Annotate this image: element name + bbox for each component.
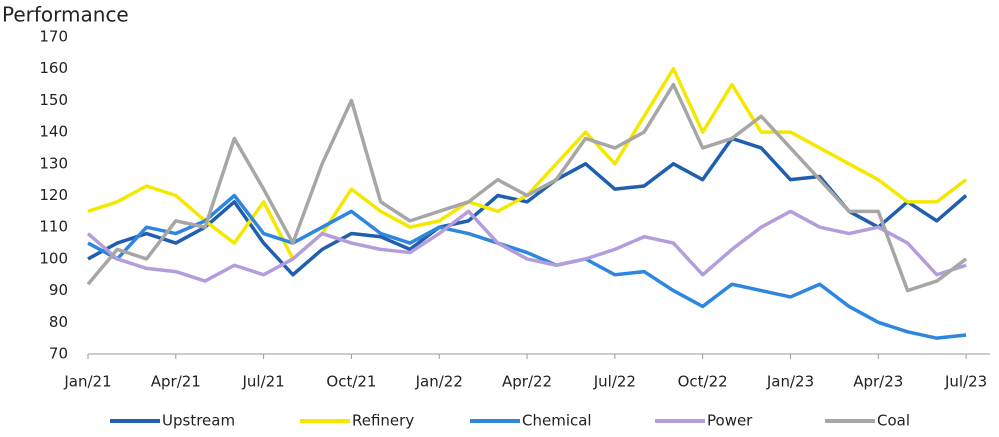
x-tick-label: Jan/21 xyxy=(63,373,111,391)
chart-title: Performance xyxy=(2,3,129,27)
x-tick-label: Oct/21 xyxy=(326,373,376,391)
legend-label: Chemical xyxy=(522,412,592,430)
y-tick-label: 100 xyxy=(39,249,68,267)
x-tick-label: Jul/22 xyxy=(593,373,636,391)
series-line xyxy=(86,209,967,283)
x-tick-label: Jul/23 xyxy=(944,373,987,391)
y-tick-label: 80 xyxy=(49,313,68,331)
y-tick-label: 90 xyxy=(49,281,68,299)
x-tick-label: Jan/23 xyxy=(766,373,814,391)
y-tick-label: 160 xyxy=(39,59,68,77)
x-tick-label: Jul/21 xyxy=(241,373,284,391)
series-line xyxy=(86,82,968,293)
x-tick-label: Apr/21 xyxy=(151,373,201,391)
legend-label: Power xyxy=(707,412,753,430)
legend-label: Coal xyxy=(877,412,910,430)
y-tick-label: 70 xyxy=(49,345,68,363)
series-line xyxy=(87,193,967,340)
y-tick-label: 120 xyxy=(39,186,68,204)
y-tick-label: 110 xyxy=(39,218,68,236)
y-tick-label: 150 xyxy=(39,91,68,109)
legend-label: Refinery xyxy=(352,412,414,430)
y-tick-label: 140 xyxy=(39,123,68,141)
y-tick-label: 130 xyxy=(39,154,68,172)
x-tick-label: Apr/23 xyxy=(853,373,903,391)
x-tick-label: Jan/22 xyxy=(415,373,463,391)
x-tick-label: Apr/22 xyxy=(502,373,552,391)
x-tick-label: Oct/22 xyxy=(678,373,728,391)
legend-label: Upstream xyxy=(162,412,235,430)
series-line xyxy=(87,136,968,277)
y-tick-label: 170 xyxy=(39,28,68,46)
